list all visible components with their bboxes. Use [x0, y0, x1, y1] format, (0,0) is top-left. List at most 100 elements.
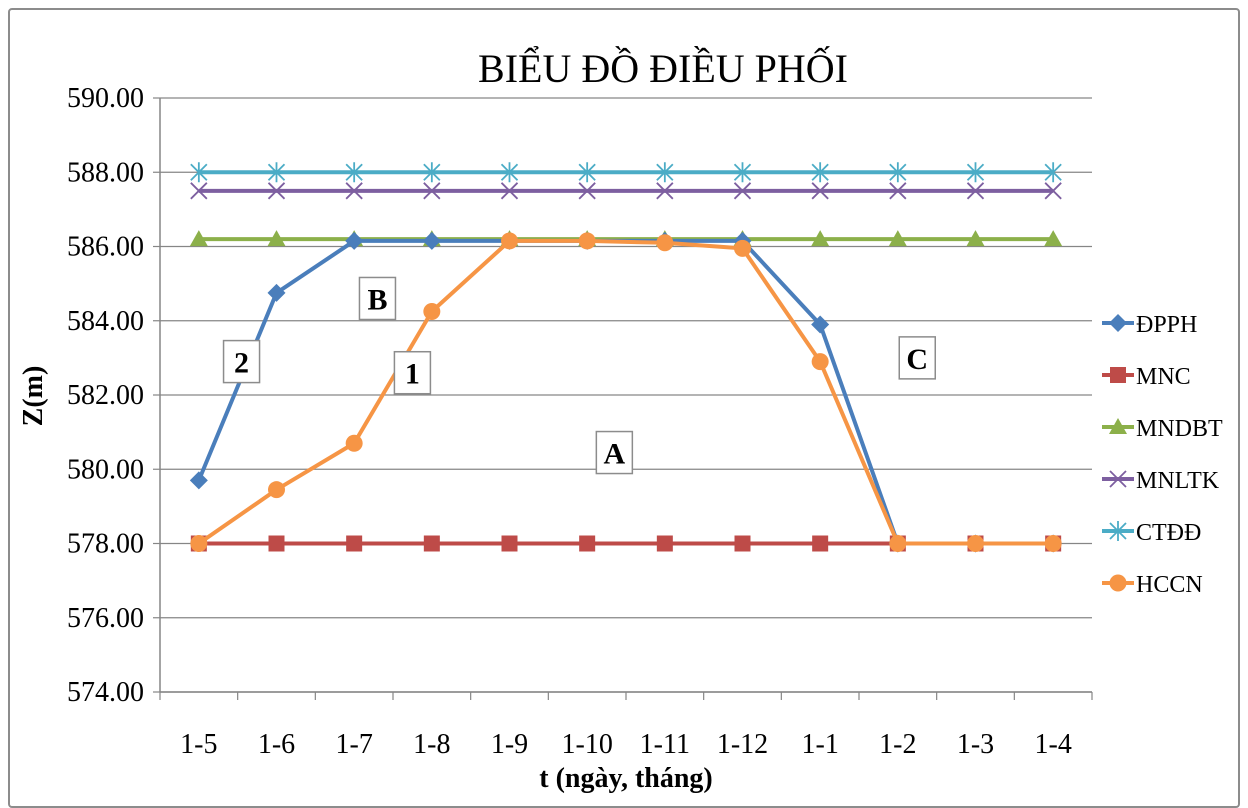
annotation-label: A [604, 438, 626, 471]
x-tick-label: 1-10 [562, 729, 613, 760]
data-point [811, 353, 829, 371]
x-tick-label: 1-4 [1035, 729, 1072, 760]
y-tick-label: 578.00 [67, 529, 144, 560]
data-point [579, 535, 596, 552]
data-point [345, 182, 363, 200]
data-point [423, 302, 441, 320]
data-point [734, 535, 751, 552]
data-point [345, 434, 363, 452]
data-point [812, 535, 829, 552]
x-tick-label: 1-8 [413, 729, 450, 760]
annotation-box [393, 350, 432, 395]
data-point [500, 162, 519, 183]
data-point [189, 230, 208, 247]
data-point [656, 535, 673, 552]
data-point [500, 182, 519, 200]
legend-label: MNC [1136, 364, 1191, 390]
data-point [190, 535, 208, 552]
data-point [268, 481, 285, 499]
x-tick-label: 1-11 [640, 729, 690, 760]
legend-marker [1109, 418, 1127, 434]
data-point [811, 182, 829, 200]
x-tick-label: 1-9 [491, 729, 528, 760]
data-point [267, 182, 286, 200]
data-point [423, 535, 440, 552]
chart-frame [8, 8, 1240, 808]
data-point [733, 182, 752, 200]
data-point [967, 535, 984, 552]
y-tick-label: 580.00 [67, 454, 144, 485]
data-point [656, 182, 674, 200]
y-tick-label: 582.00 [67, 380, 144, 411]
data-point [811, 230, 830, 247]
annotation-box [358, 276, 397, 321]
data-point [345, 162, 363, 183]
data-point [811, 162, 829, 183]
x-tick-label: 1-1 [802, 729, 839, 760]
legend-label: MNDBT [1136, 416, 1223, 442]
annotation-box [222, 339, 261, 384]
data-point [501, 535, 518, 552]
data-point [889, 535, 907, 552]
x-tick-label: 1-3 [957, 729, 994, 760]
annotation-box [898, 336, 936, 380]
series-line [197, 238, 1054, 546]
data-point [578, 232, 596, 250]
data-point [578, 162, 596, 183]
data-point [346, 535, 363, 552]
legend-marker [1109, 470, 1127, 488]
data-point [1044, 535, 1062, 552]
annotation-label: 2 [234, 347, 249, 380]
legend-marker [1109, 521, 1127, 541]
data-point [501, 232, 518, 250]
data-point [1044, 230, 1063, 247]
legend-marker [1109, 314, 1127, 332]
y-tick-label: 574.00 [67, 677, 144, 708]
data-point [267, 162, 286, 183]
x-tick-label: 1-5 [180, 729, 217, 760]
data-point [423, 162, 441, 183]
data-point [1044, 182, 1062, 200]
data-point [733, 162, 752, 183]
data-point [190, 182, 208, 200]
x-axis-title: t (ngày, tháng) [539, 763, 712, 794]
data-point [656, 162, 674, 183]
annotation-label: C [906, 343, 928, 376]
data-point [267, 230, 286, 247]
legend-label: MNLTK [1136, 468, 1220, 494]
data-point [811, 315, 830, 334]
y-tick-label: 588.00 [67, 157, 144, 188]
data-point [189, 471, 208, 490]
x-tick-label: 1-6 [258, 729, 295, 760]
legend-label: CTĐĐ [1136, 520, 1201, 546]
annotation-label: 1 [405, 358, 420, 391]
legend-marker [1109, 574, 1127, 592]
chart-title: BIỂU ĐỒ ĐIỀU PHỐI [478, 46, 848, 91]
annotation-box [595, 430, 634, 475]
data-point [578, 182, 596, 200]
data-point [422, 231, 441, 250]
data-point [423, 182, 441, 200]
x-tick-label: 1-2 [879, 729, 916, 760]
data-point [966, 162, 985, 183]
x-tick-label: 1-12 [717, 729, 768, 760]
data-point [656, 234, 674, 252]
annotation-label: B [367, 283, 387, 316]
data-point [966, 230, 985, 247]
series-line [196, 238, 1054, 546]
y-tick-label: 590.00 [67, 83, 144, 114]
legend-label: HCCN [1136, 572, 1203, 598]
data-point [889, 182, 907, 200]
data-point [734, 239, 751, 257]
data-point [966, 182, 985, 200]
legend-label: ĐPPH [1136, 312, 1197, 338]
x-tick-label: 1-7 [336, 729, 373, 760]
data-point [268, 535, 285, 552]
data-point [345, 231, 364, 250]
legend-marker [1110, 367, 1126, 383]
data-point [889, 162, 907, 183]
y-tick-label: 576.00 [67, 603, 144, 634]
data-point [1044, 162, 1062, 183]
y-axis-title: Z(m) [18, 366, 49, 427]
